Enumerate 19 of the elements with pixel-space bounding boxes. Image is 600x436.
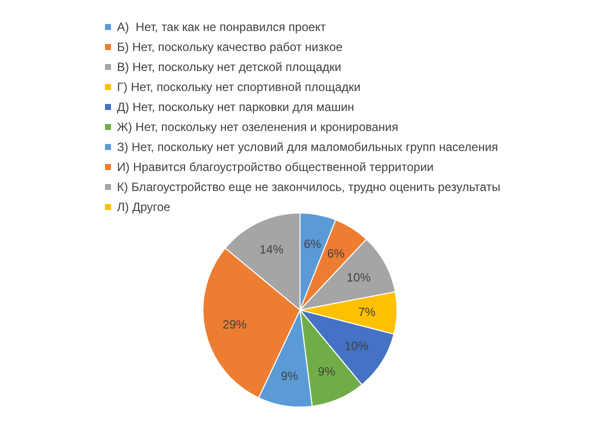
data-label: 9% [318, 364, 336, 378]
legend-label: Д) Нет, поскольку нет парковки для машин [117, 100, 354, 114]
data-label: 29% [222, 318, 247, 332]
data-label: 10% [344, 338, 369, 353]
data-label: 14% [259, 242, 284, 256]
data-label: 7% [358, 305, 376, 320]
data-label: 10% [346, 270, 371, 285]
data-label: 9% [280, 369, 299, 384]
data-label: 6% [304, 237, 322, 252]
legend-label: Ж) Нет, поскольку нет озеленения и кронирования [117, 120, 398, 134]
legend-label: И) Нравится благоустройство общественной территории [117, 160, 434, 174]
legend-label: А) Нет, так как не понравился проект [117, 20, 326, 34]
legend-label: К) Благоустройство еще не закончилось, трудно оценить результаты [117, 180, 500, 194]
legend-label: Г) Нет, поскольку нет спортивной площадки [117, 80, 361, 94]
legend-label: Л) Другое [117, 200, 171, 214]
legend-label: Б) Нет, поскольку качество работ низкое [117, 40, 343, 54]
legend-label: В) Нет, поскольку нет детской площадки [117, 60, 342, 74]
data-label: 6% [327, 246, 345, 260]
legend-label: З) Нет, поскольку нет условий для маломобильных групп населения [117, 140, 498, 154]
